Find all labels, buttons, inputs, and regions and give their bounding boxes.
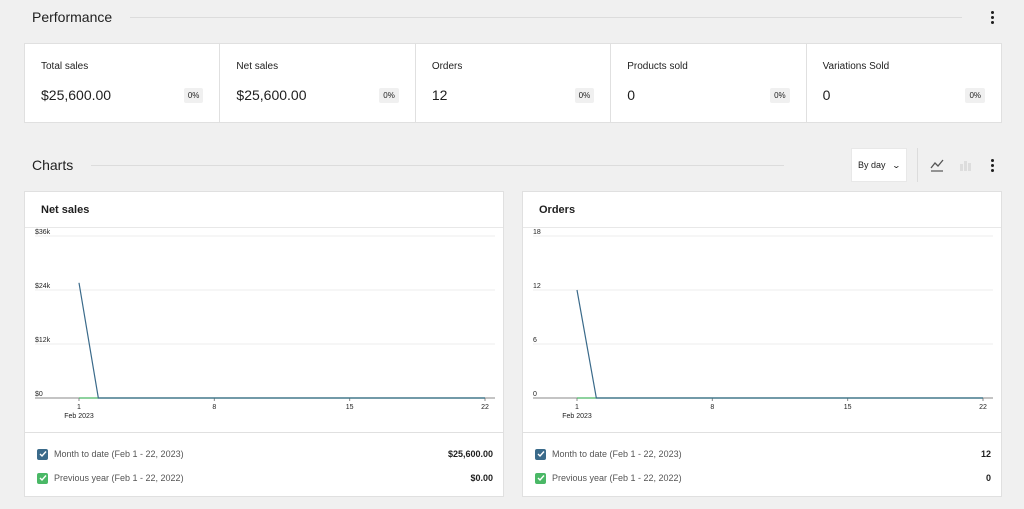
legend-value: $0.00 <box>470 473 493 483</box>
metric-label: Variations Sold <box>822 61 890 72</box>
controls-divider <box>917 148 918 182</box>
interval-select-value: By day <box>858 160 886 170</box>
performance-metrics: Total sales $25,600.00 0% Net sales $25,… <box>24 43 1002 123</box>
series-line-current <box>576 289 983 399</box>
legend-value: 0 <box>985 473 991 483</box>
y-tick-label: $24k <box>35 283 51 290</box>
x-axis-sublabel: Feb 2023 <box>562 413 592 420</box>
x-axis-sublabel: Feb 2023 <box>64 413 94 420</box>
charts-divider <box>91 164 784 166</box>
performance-header: Performance <box>32 7 1000 27</box>
y-tick-label: 6 <box>533 337 537 344</box>
metric-value: 12 <box>431 87 448 103</box>
charts-controls: By day ⌄ <box>851 148 1000 182</box>
metric-label: Net sales <box>236 61 279 72</box>
metric-label: Products sold <box>627 61 688 72</box>
metric-total-sales[interactable]: Total sales $25,600.00 0% <box>25 44 221 122</box>
metric-delta-badge: 0% <box>574 88 595 103</box>
legend-label: Month to date (Feb 1 - 22, 2023) <box>552 449 682 459</box>
checkbox-checked-icon[interactable] <box>37 448 48 460</box>
bar-chart-icon[interactable] <box>954 154 976 176</box>
x-tick-label: 15 <box>346 404 354 411</box>
x-tick-label: 1 <box>575 404 579 411</box>
chart-title: Orders <box>523 192 1001 228</box>
metric-delta-badge: 0% <box>965 88 986 103</box>
y-tick-label: 18 <box>533 229 541 236</box>
x-tick-label: 15 <box>844 404 852 411</box>
chart-legend: Month to date (Feb 1 - 22, 2023) 12 Prev… <box>523 432 1001 496</box>
metric-value: $25,600.00 <box>41 87 112 103</box>
y-tick-label: $0 <box>35 391 43 398</box>
metric-label: Orders <box>431 61 463 72</box>
x-tick-label: 8 <box>212 404 216 411</box>
net-sales-chart: $0 $12k $24k $36k 1 8 15 22 Feb 2023 <box>35 229 495 420</box>
charts-more-icon[interactable] <box>984 155 1000 175</box>
performance-title: Performance <box>32 9 113 25</box>
chevron-down-icon: ⌄ <box>891 160 902 170</box>
y-tick-label: 0 <box>533 391 537 398</box>
x-tick-label: 1 <box>77 404 81 411</box>
charts-header: Charts <box>32 155 784 175</box>
metric-value: 0 <box>627 87 636 103</box>
legend-label: Month to date (Feb 1 - 22, 2023) <box>54 449 184 459</box>
y-tick-label: $12k <box>35 337 51 344</box>
metric-delta-badge: 0% <box>379 88 399 103</box>
x-tick-label: 22 <box>979 404 987 411</box>
x-tick-label: 8 <box>710 404 714 411</box>
metric-variations-sold[interactable]: Variations Sold 0 0% <box>807 44 1001 122</box>
chart-card-net-sales: Net sales $0 $12k $24k $36k 1 8 15 22 Feb 2023 M… <box>24 191 504 497</box>
legend-item-current: Month to date (Feb 1 - 22, 2023) $25,600… <box>37 447 493 461</box>
y-tick-label: $36k <box>35 229 51 236</box>
chart-card-orders: Orders 0 6 12 18 1 8 15 22 Feb 2023 Month to dat… <box>522 191 1002 497</box>
checkbox-checked-icon[interactable] <box>37 472 48 484</box>
interval-select[interactable]: By day ⌄ <box>851 148 907 182</box>
performance-more-icon[interactable] <box>984 7 1000 27</box>
metric-label: Total sales <box>41 61 89 72</box>
checkbox-checked-icon[interactable] <box>535 472 546 484</box>
checkbox-checked-icon[interactable] <box>535 448 546 460</box>
y-tick-label: 12 <box>533 283 541 290</box>
metric-value: 0 <box>822 87 831 103</box>
charts-title: Charts <box>32 157 74 173</box>
legend-item-previous: Previous year (Feb 1 - 22, 2022) $0.00 <box>37 471 493 485</box>
performance-divider <box>130 16 962 18</box>
metric-orders[interactable]: Orders 12 0% <box>416 44 612 122</box>
metric-net-sales[interactable]: Net sales $25,600.00 0% <box>220 44 416 122</box>
metric-delta-badge: 0% <box>770 88 790 103</box>
legend-value: $25,600.00 <box>447 449 493 459</box>
legend-item-previous: Previous year (Feb 1 - 22, 2022) 0 <box>535 471 991 485</box>
metric-products-sold[interactable]: Products sold 0 0% <box>611 44 807 122</box>
metric-value: $25,600.00 <box>236 87 307 103</box>
chart-legend: Month to date (Feb 1 - 22, 2023) $25,600… <box>25 432 503 496</box>
legend-value: 12 <box>980 449 991 459</box>
legend-label: Previous year (Feb 1 - 22, 2022) <box>552 473 682 483</box>
metric-delta-badge: 0% <box>183 88 204 103</box>
legend-label: Previous year (Feb 1 - 22, 2022) <box>54 473 184 483</box>
legend-item-current: Month to date (Feb 1 - 22, 2023) 12 <box>535 447 991 461</box>
x-tick-label: 22 <box>481 404 489 411</box>
line-chart-icon[interactable] <box>926 154 948 176</box>
chart-title: Net sales <box>25 192 503 228</box>
series-line-current <box>78 282 485 399</box>
